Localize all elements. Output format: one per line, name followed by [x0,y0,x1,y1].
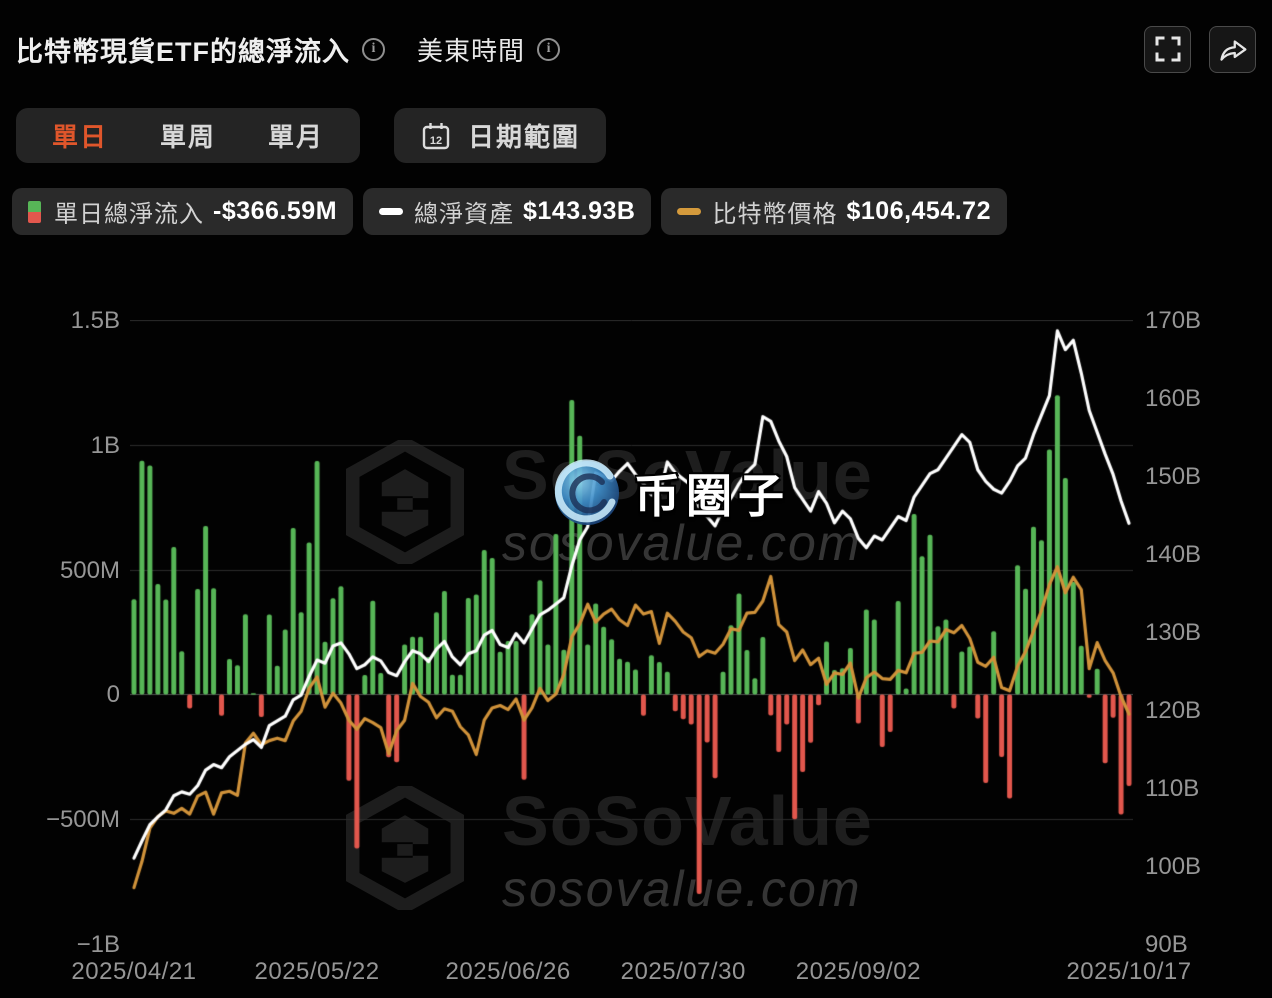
left-axis-tick: 1B [90,431,120,459]
fullscreen-icon [1155,36,1180,62]
calendar-icon: 12 [420,120,452,152]
green-red-bar-icon [28,200,41,223]
period-tab-group: 單日 單周 單月 [16,108,361,163]
right-axis-tick: 160B [1145,385,1202,412]
timezone-label: 美東時間 [417,35,526,66]
share-icon [1219,40,1246,61]
x-axis-tick: 2025/06/26 [445,958,571,985]
etf-flow-chart-canvas[interactable] [130,320,1133,944]
fullscreen-button[interactable] [1144,25,1191,73]
biquanzi-logo-icon [554,459,619,525]
overlay-brand-text: 币圈子 [634,470,790,522]
right-axis-tick: 170B [1145,307,1202,334]
right-axis-tick: 110B [1145,775,1200,802]
svg-text:12: 12 [430,135,442,147]
tab-daily[interactable]: 單日 [52,122,109,152]
left-axis-tick: −500M [45,806,120,834]
date-range-label: 日期範圍 [468,122,581,152]
legend-item-net-assets[interactable]: 總淨資產 $143.93B [363,188,652,235]
legend-value: $143.93B [523,197,636,225]
right-axis-tick: 150B [1145,463,1202,490]
legend-value: $106,454.72 [846,197,991,225]
left-axis-tick: 0 [106,681,120,709]
legend-item-btc-price[interactable]: 比特幣價格 $106,454.72 [661,188,1007,235]
page-title: 比特幣現貨ETF的總淨流入 [16,36,350,67]
x-axis-tick: 2025/07/30 [620,958,746,985]
right-axis-tick: 130B [1145,619,1202,646]
right-axis-tick: 90B [1145,931,1188,958]
white-dash-icon [379,208,404,215]
x-axis-tick: 2025/10/17 [1066,958,1192,985]
tab-monthly[interactable]: 單月 [268,122,325,152]
date-range-button[interactable]: 12 日期範圍 [394,108,607,163]
legend-value: -$366.59M [213,197,338,225]
title-info-icon[interactable]: i [362,37,385,61]
right-axis-tick: 140B [1145,541,1202,568]
overlay-brand: 币圈子 [552,458,790,528]
tab-weekly[interactable]: 單周 [160,122,217,152]
toolbar: 單日 單周 單月 12 日期範圍 [16,108,607,163]
timezone-info-icon[interactable]: i [537,37,561,61]
legend-label: 比特幣價格 [712,201,838,228]
legend-label: 單日總淨流入 [54,201,204,228]
x-axis-tick: 2025/05/22 [254,958,380,985]
gold-dash-icon [677,208,702,215]
left-axis-tick: 500M [59,556,120,584]
right-axis-tick: 120B [1145,697,1202,724]
left-axis-tick: −1B [76,931,120,958]
chart-legend: 單日總淨流入 -$366.59M 總淨資產 $143.93B 比特幣價格 $10… [12,188,1017,235]
header: 比特幣現貨ETF的總淨流入 i 美東時間 i [16,24,1256,74]
x-axis-tick: 2025/09/02 [795,958,921,985]
right-axis-tick: 100B [1145,853,1202,880]
share-button[interactable] [1209,25,1256,73]
left-axis-tick: 1.5B [70,307,120,334]
legend-label: 總淨資產 [414,201,515,228]
x-axis-tick: 2025/04/21 [71,958,197,985]
legend-item-net-inflow[interactable]: 單日總淨流入 -$366.59M [12,188,354,235]
